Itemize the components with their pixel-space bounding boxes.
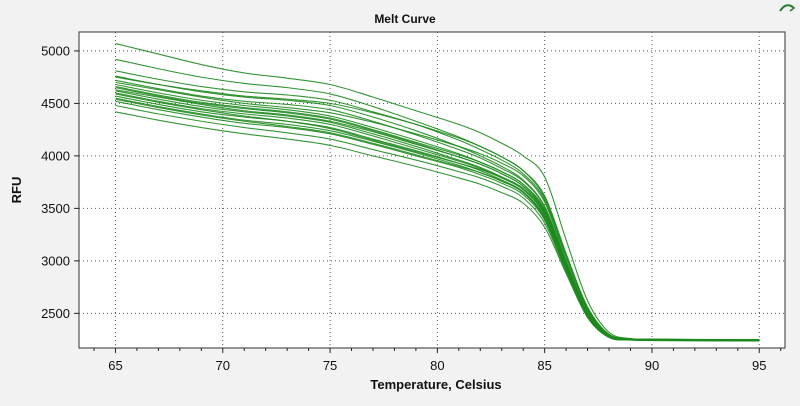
expand-icon[interactable] [776,0,798,14]
y-tick-label-5: 5000 [41,43,70,58]
y-axis-label: RFU [9,177,24,204]
x-tick-label-6: 95 [752,358,766,373]
x-tick-label-0: 65 [108,358,122,373]
y-tick-label-0: 2500 [41,306,70,321]
y-tick-label-3: 4000 [41,148,70,163]
plot-area [78,31,786,349]
x-axis-ticks: 65 70 75 80 85 90 95 [93,348,782,373]
chart-title: Melt Curve [374,12,436,26]
series-line-20 [115,86,760,341]
y-tick-label-1: 3000 [41,253,70,268]
x-tick-label-4: 85 [537,358,551,373]
x-axis-label: Temperature, Celsius [370,377,501,392]
series-lines [115,43,760,342]
y-tick-label-2: 3500 [41,201,70,216]
y-axis-ticks: 2500 3000 3500 4000 4500 5000 [41,43,79,321]
x-tick-label-3: 80 [430,358,444,373]
y-tick-label-4: 4500 [41,96,70,111]
x-tick-label-1: 70 [216,358,230,373]
x-tick-label-5: 90 [645,358,659,373]
x-tick-label-2: 75 [323,358,337,373]
